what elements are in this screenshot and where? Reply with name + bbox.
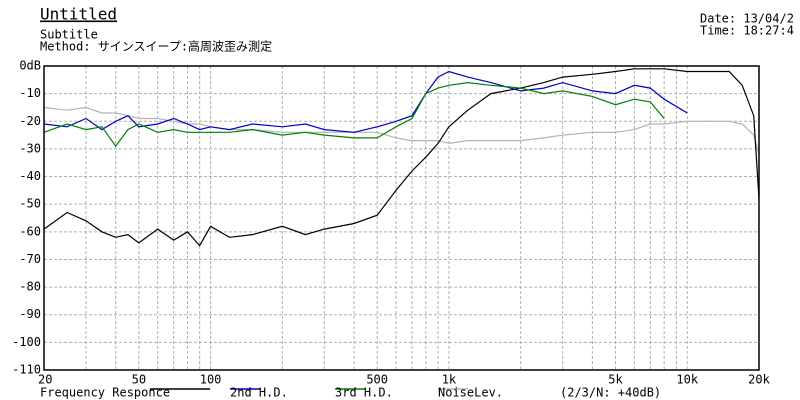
- y-tick-label: -30: [19, 141, 41, 155]
- y-tick-label: -20: [19, 114, 41, 128]
- x-tick-label: 20: [38, 373, 52, 387]
- y-tick-label: 0dB: [19, 59, 41, 73]
- x-tick-label: 10k: [676, 373, 698, 387]
- time-label: Time: 18:27:4: [700, 24, 794, 38]
- y-tick-label: -50: [19, 197, 41, 211]
- legend-label: 2nd H.D.: [230, 386, 288, 400]
- series-line: [43, 70, 688, 133]
- y-tick-label: -60: [19, 224, 41, 238]
- legend-label: NoiseLev.: [438, 386, 503, 400]
- y-tick-label: -110: [12, 363, 41, 377]
- y-tick-label: -70: [19, 252, 41, 266]
- chart-title: Untitled: [40, 5, 117, 24]
- y-tick-label: -10: [19, 86, 41, 100]
- legend-label: 3rd H.D.: [335, 386, 393, 400]
- y-tick-label: -80: [19, 280, 41, 294]
- y-tick-label: -90: [19, 307, 41, 321]
- method-label: Method: サインスイープ:高周波歪み測定: [40, 39, 272, 54]
- y-tick-label: -100: [12, 335, 41, 349]
- series-line: [43, 106, 760, 155]
- series-line: [43, 68, 760, 247]
- x-tick-label: 20k: [748, 373, 770, 387]
- note: (2/3/N: +40dB): [560, 386, 661, 400]
- y-tick-label: -40: [19, 169, 41, 183]
- x-tick-label: 1k: [442, 373, 457, 387]
- x-tick-label: 50: [132, 373, 146, 387]
- series-line: [43, 81, 665, 148]
- date-label: Date: 13/04/2: [700, 12, 794, 26]
- x-tick-label: 5k: [608, 373, 623, 387]
- legend-label: Frequency Responce: [40, 386, 170, 400]
- x-tick-label: 500: [366, 373, 388, 387]
- plot-frame: [43, 65, 760, 371]
- chart-subtitle: Subtitle: [40, 28, 98, 42]
- x-tick-label: 100: [200, 373, 222, 387]
